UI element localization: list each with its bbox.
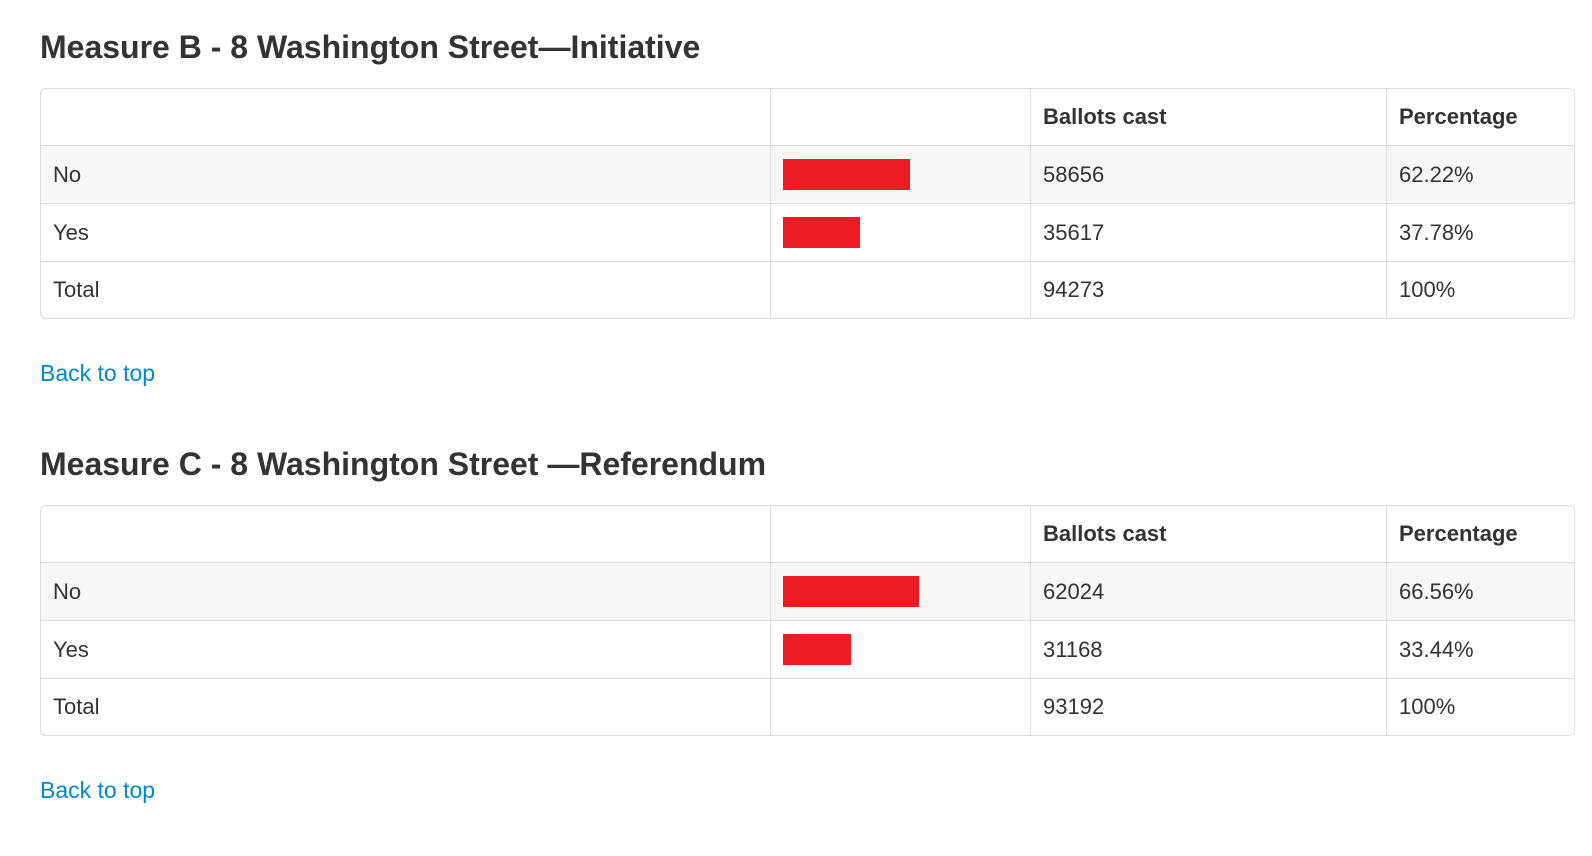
measure-c-section: Measure C - 8 Washington Street —Referen… bbox=[40, 445, 1577, 804]
percentage-header: Percentage bbox=[1386, 506, 1574, 562]
bar-cell bbox=[770, 261, 1030, 318]
percentage-value: 62.22% bbox=[1386, 145, 1574, 203]
empty-label-header bbox=[41, 506, 770, 562]
bar-cell bbox=[770, 620, 1030, 678]
table-header-row: Ballots cast Percentage bbox=[41, 89, 1574, 145]
bar-cell bbox=[770, 203, 1030, 261]
empty-bar-header bbox=[770, 89, 1030, 145]
result-bar bbox=[783, 576, 919, 607]
measure-c-heading: Measure C - 8 Washington Street —Referen… bbox=[40, 446, 767, 482]
ballots-value: 94273 bbox=[1030, 261, 1386, 318]
empty-label-header bbox=[41, 89, 770, 145]
measure-b-section: Measure B - 8 Washington Street—Initiati… bbox=[40, 28, 1577, 387]
bar-cell bbox=[770, 145, 1030, 203]
percentage-value: 33.44% bbox=[1386, 620, 1574, 678]
table-row-total: Total 94273 100% bbox=[41, 261, 1574, 318]
ballots-value: 62024 bbox=[1030, 562, 1386, 620]
result-bar bbox=[783, 634, 851, 665]
ballots-value: 35617 bbox=[1030, 203, 1386, 261]
measure-b-heading: Measure B - 8 Washington Street—Initiati… bbox=[40, 29, 701, 65]
measure-b-table-wrap: Ballots cast Percentage No 58656 62.22% bbox=[40, 88, 1575, 319]
ballots-value: 93192 bbox=[1030, 678, 1386, 735]
percentage-value: 37.78% bbox=[1386, 203, 1574, 261]
ballots-cast-header: Ballots cast bbox=[1030, 89, 1386, 145]
measure-c-results-table: Ballots cast Percentage No 62024 66.56% bbox=[41, 506, 1574, 735]
choice-label: Total bbox=[41, 678, 770, 735]
results-page: Measure B - 8 Washington Street—Initiati… bbox=[40, 28, 1577, 804]
choice-label: Yes bbox=[41, 620, 770, 678]
choice-label: No bbox=[41, 562, 770, 620]
percentage-value: 66.56% bbox=[1386, 562, 1574, 620]
percentage-header: Percentage bbox=[1386, 89, 1574, 145]
table-row-no: No 62024 66.56% bbox=[41, 562, 1574, 620]
empty-bar-header bbox=[770, 506, 1030, 562]
percentage-value: 100% bbox=[1386, 261, 1574, 318]
measure-c-table-wrap: Ballots cast Percentage No 62024 66.56% bbox=[40, 505, 1575, 736]
table-row-yes: Yes 31168 33.44% bbox=[41, 620, 1574, 678]
table-row-yes: Yes 35617 37.78% bbox=[41, 203, 1574, 261]
result-bar bbox=[783, 217, 860, 248]
percentage-value: 100% bbox=[1386, 678, 1574, 735]
measure-b-results-table: Ballots cast Percentage No 58656 62.22% bbox=[41, 89, 1574, 318]
table-row-total: Total 93192 100% bbox=[41, 678, 1574, 735]
back-to-top-link[interactable]: Back to top bbox=[40, 777, 156, 803]
bar-cell bbox=[770, 678, 1030, 735]
bar-cell bbox=[770, 562, 1030, 620]
choice-label: Total bbox=[41, 261, 770, 318]
ballots-value: 58656 bbox=[1030, 145, 1386, 203]
ballots-value: 31168 bbox=[1030, 620, 1386, 678]
choice-label: Yes bbox=[41, 203, 770, 261]
choice-label: No bbox=[41, 145, 770, 203]
table-header-row: Ballots cast Percentage bbox=[41, 506, 1574, 562]
ballots-cast-header: Ballots cast bbox=[1030, 506, 1386, 562]
back-to-top-link[interactable]: Back to top bbox=[40, 360, 156, 386]
result-bar bbox=[783, 159, 910, 190]
table-row-no: No 58656 62.22% bbox=[41, 145, 1574, 203]
